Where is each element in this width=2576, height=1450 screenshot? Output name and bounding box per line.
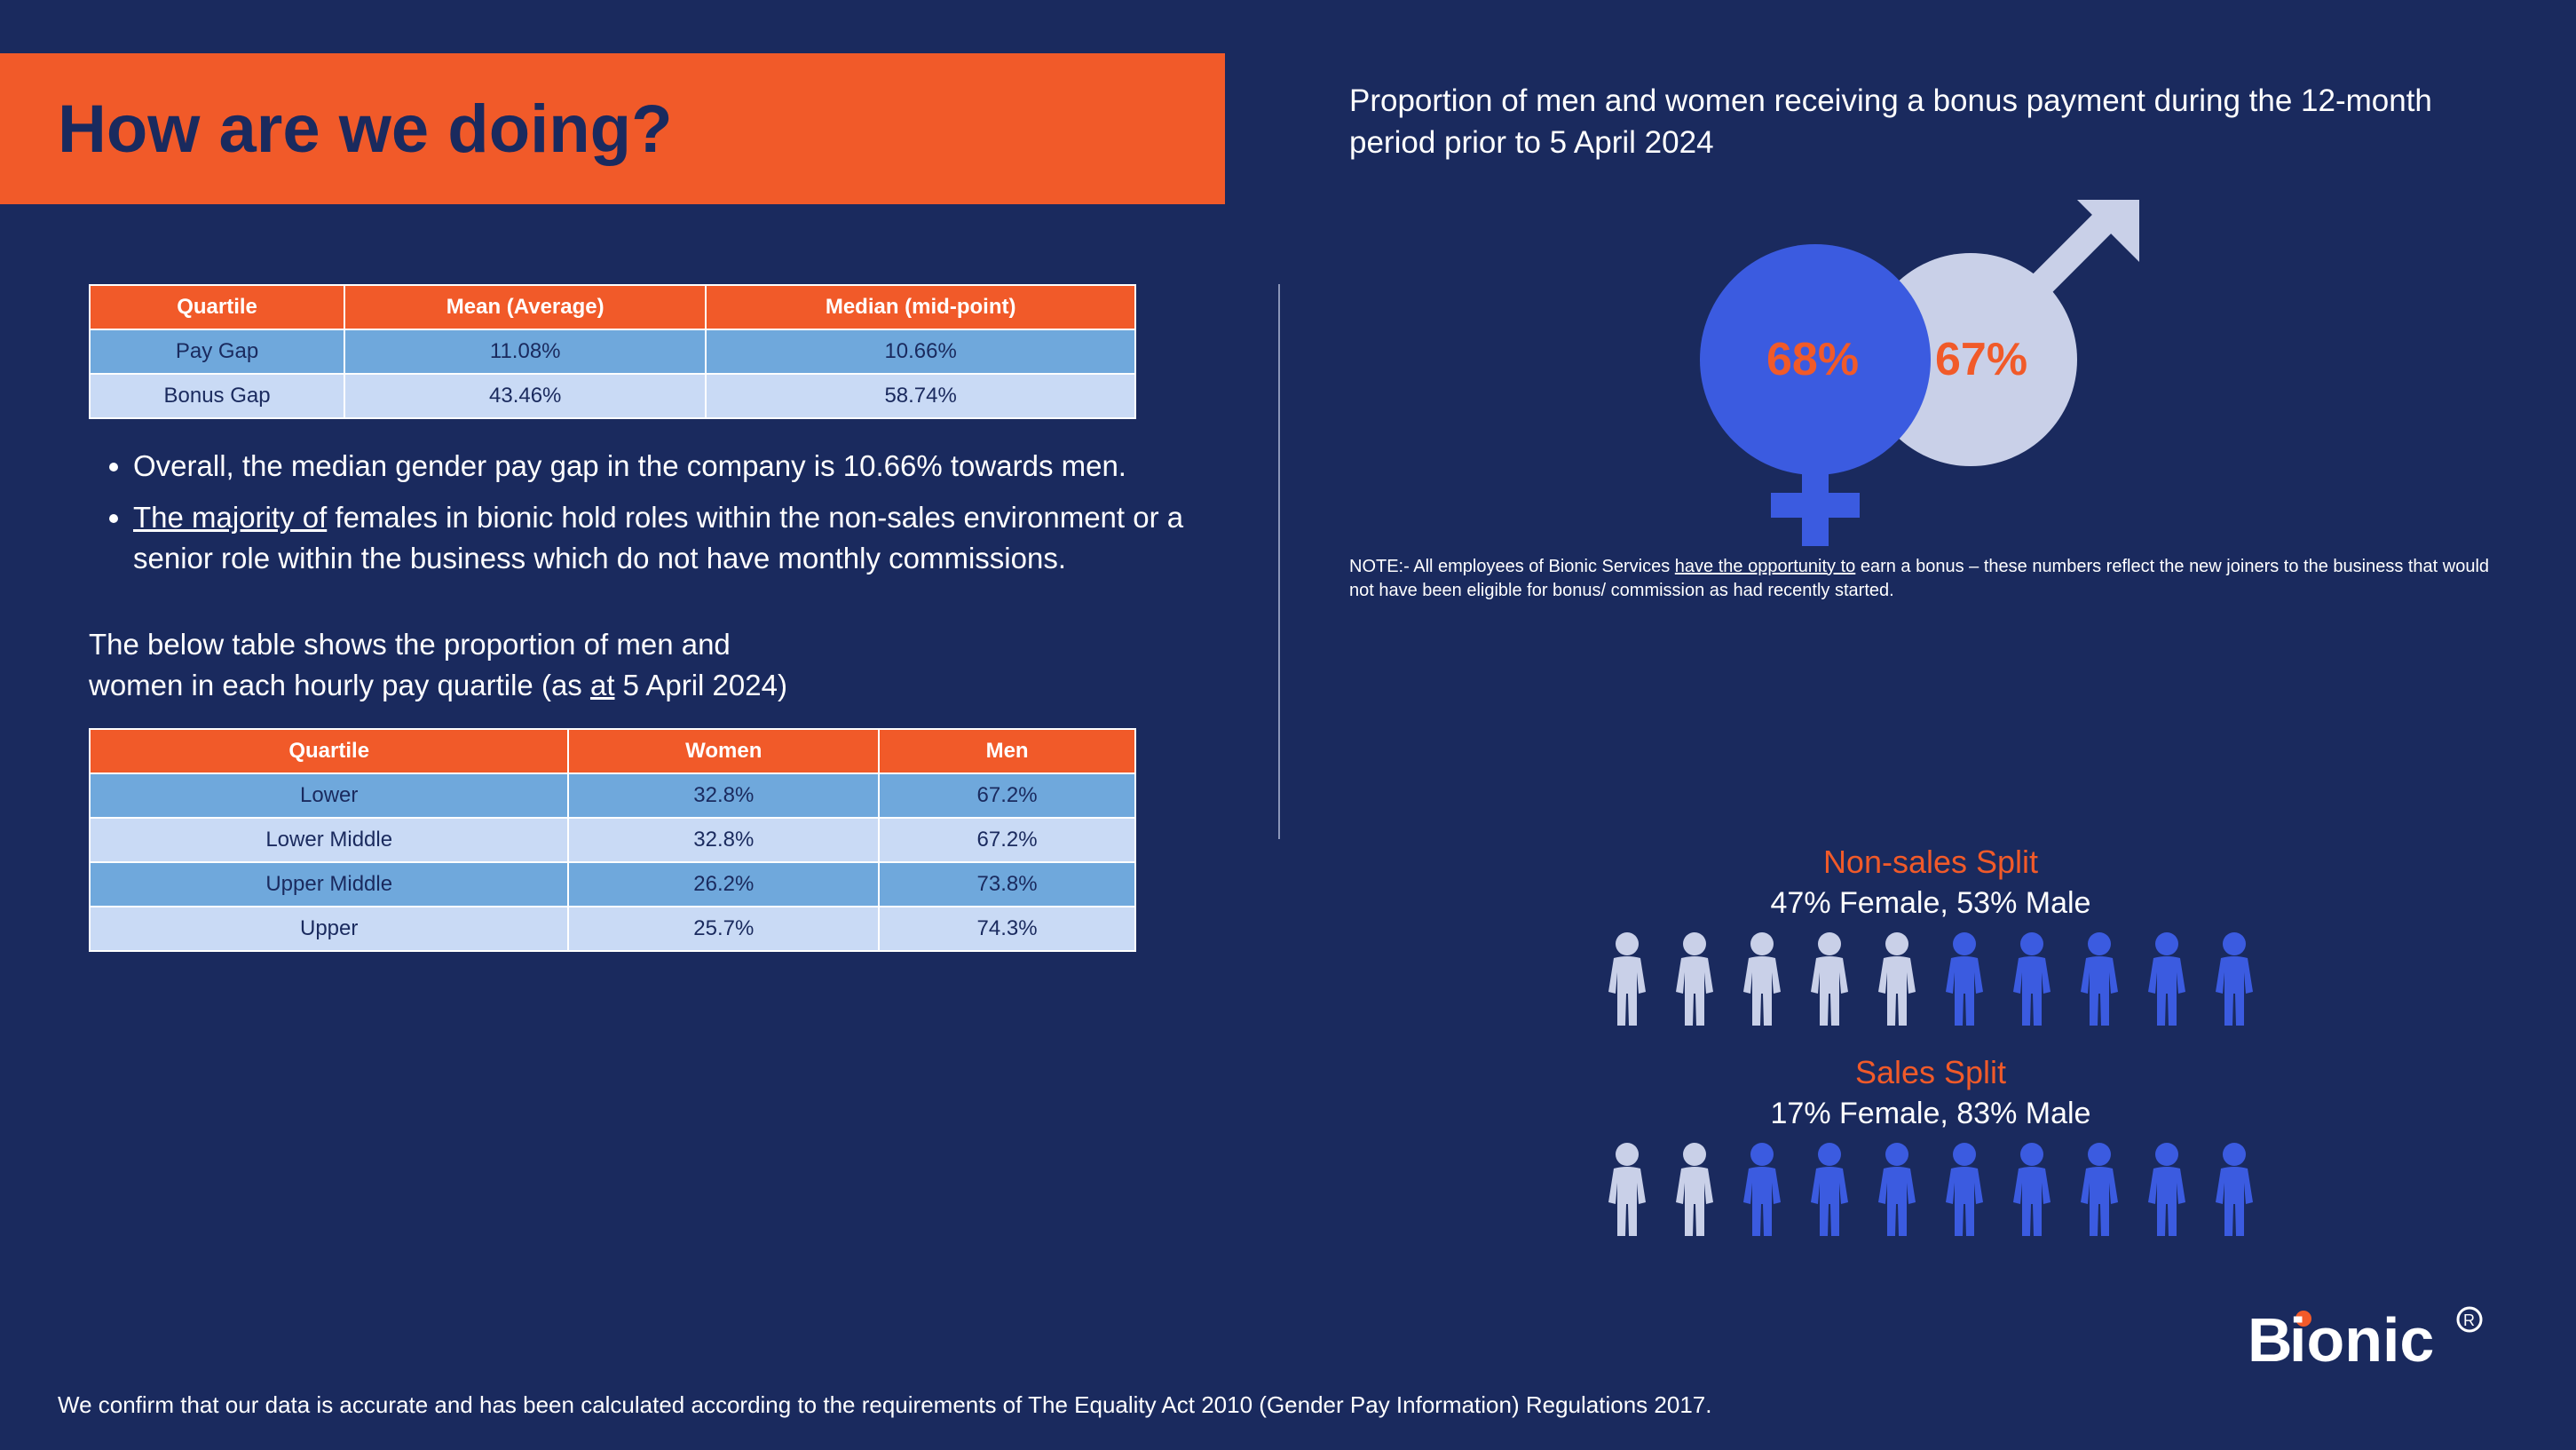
bonus-note: NOTE:- All employees of Bionic Services … [1349,555,2503,603]
person-icon [1866,930,1928,1027]
person-icon [2001,1140,2063,1238]
sales-title: Sales Split [1465,1054,2397,1091]
person-icon [2136,1140,2198,1238]
title-bar: How are we doing? [0,53,1225,204]
q-row-0: Lower 32.8% 67.2% [90,773,1135,818]
svg-text:B: B [2248,1305,2293,1375]
female-bonus-pct: 68% [1766,333,1859,386]
person-icon [1798,1140,1861,1238]
bullet-0: Overall, the median gender pay gap in th… [133,446,1198,487]
person-icon [1933,1140,1995,1238]
male-bonus-pct: 67% [1935,333,2027,386]
person-icon [1596,1140,1658,1238]
person-icon [2001,930,2063,1027]
left-column: Quartile Mean (Average) Median (mid-poin… [89,284,1198,979]
split-section: Non-sales Split 47% Female, 53% Male Sal… [1465,844,2397,1264]
gap-col-2: Median (mid-point) [706,285,1135,329]
person-icon [1731,1140,1793,1238]
gap-table: Quartile Mean (Average) Median (mid-poin… [89,284,1136,419]
bionic-logo: B ionic R [2248,1303,2514,1388]
svg-text:ionic: ionic [2289,1305,2434,1375]
person-icon [2068,930,2130,1027]
q-row-1: Lower Middle 32.8% 67.2% [90,818,1135,862]
quartile-intro: The below table shows the proportion of … [89,624,1198,706]
person-icon [1596,930,1658,1027]
person-icon [1933,930,1995,1027]
right-column: Proportion of men and women receiving a … [1349,80,2503,603]
q-row-3: Upper 25.7% 74.3% [90,907,1135,951]
gap-row-0: Pay Gap 11.08% 10.66% [90,329,1135,374]
gap-row-1: Bonus Gap 43.46% 58.74% [90,374,1135,418]
person-icon [2068,1140,2130,1238]
gap-col-1: Mean (Average) [344,285,706,329]
person-icon [2203,1140,2265,1238]
sales-block: Sales Split 17% Female, 83% Male [1465,1054,2397,1238]
person-icon [1798,930,1861,1027]
gender-icons-svg [1660,191,2193,546]
bullet-1: The majority of females in bionic hold r… [133,497,1198,579]
bullet-list: Overall, the median gender pay gap in th… [115,446,1198,580]
vertical-divider [1278,284,1280,839]
footer-text: We confirm that our data is accurate and… [58,1391,1711,1419]
person-icon [1731,930,1793,1027]
nonsales-people-row [1465,930,2397,1027]
person-icon [1663,930,1726,1027]
gender-symbols: 68% 67% [1660,191,2193,546]
sales-people-row [1465,1140,2397,1238]
nonsales-block: Non-sales Split 47% Female, 53% Male [1465,844,2397,1027]
svg-text:R: R [2463,1311,2475,1329]
proportion-title: Proportion of men and women receiving a … [1349,80,2503,164]
quartile-table: Quartile Women Men Lower 32.8% 67.2% Low… [89,728,1136,952]
q-row-2: Upper Middle 26.2% 73.8% [90,862,1135,907]
nonsales-title: Non-sales Split [1465,844,2397,881]
person-icon [1663,1140,1726,1238]
person-icon [2136,930,2198,1027]
person-icon [1866,1140,1928,1238]
person-icon [2203,930,2265,1027]
page-title: How are we doing? [58,91,673,168]
gap-col-0: Quartile [90,285,344,329]
nonsales-subtitle: 47% Female, 53% Male [1465,886,2397,921]
sales-subtitle: 17% Female, 83% Male [1465,1097,2397,1131]
